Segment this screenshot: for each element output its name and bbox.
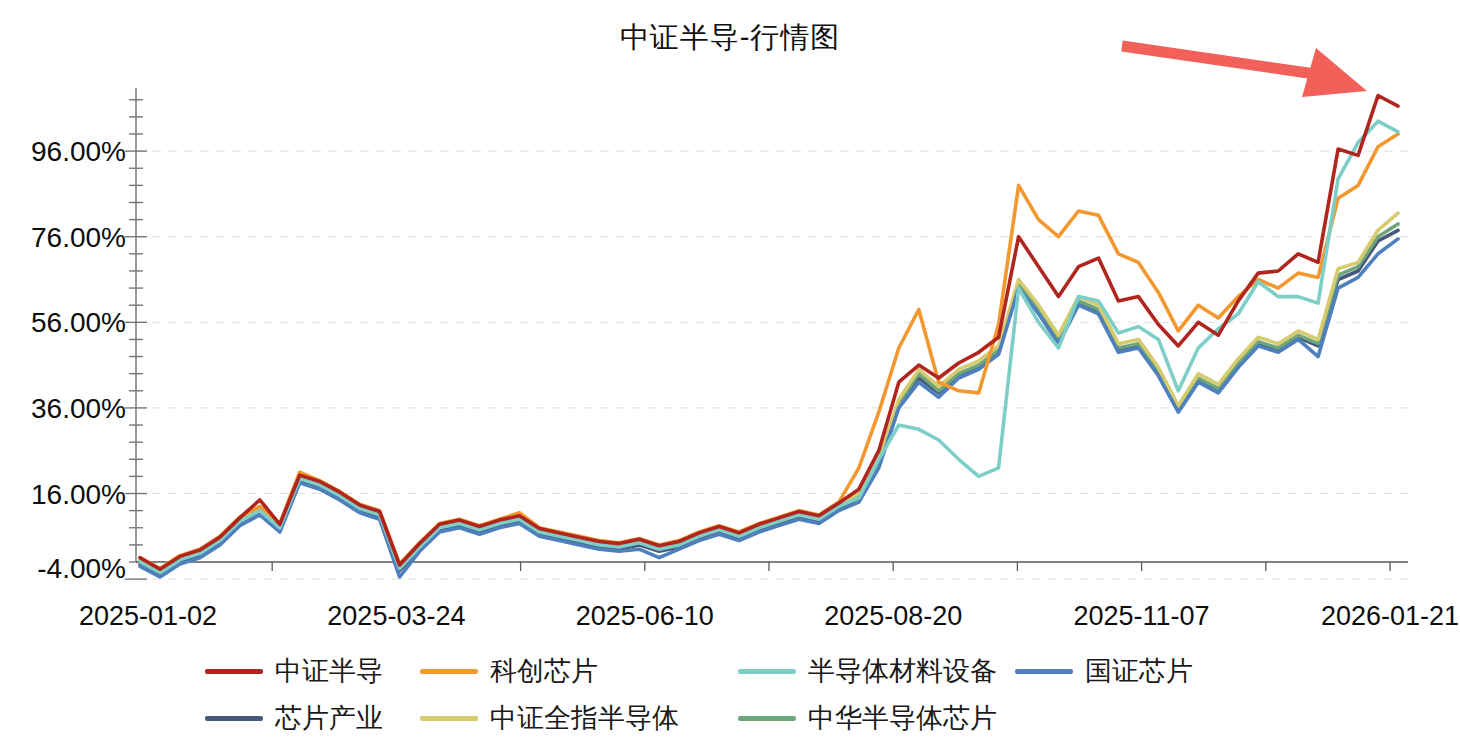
- legend-item-国证芯片: 国证芯片: [1015, 650, 1193, 692]
- legend-swatch: [738, 716, 796, 721]
- legend-item-中证全指半导体: 中证全指半导体: [420, 697, 679, 739]
- chart-canvas: -4.00% 16.00% 36.00% 56.00% 76.00% 96.00% 2025…: [0, 0, 1460, 742]
- legend-item-中华半导体芯片: 中华半导体芯片: [738, 697, 997, 739]
- series-line-半导体材料设备: [140, 121, 1398, 573]
- legend-swatch: [205, 669, 263, 674]
- legend-item-中证半导: 中证半导: [205, 650, 383, 692]
- y-axis-label: 16.00%: [31, 479, 126, 510]
- legend-label: 国证芯片: [1085, 653, 1193, 689]
- y-axis-label: -4.00%: [37, 553, 126, 584]
- series-line-科创芯片: [140, 134, 1398, 568]
- y-axis-label: 56.00%: [31, 307, 126, 338]
- legend-row-1: 中证半导 科创芯片 半导体材料设备 国证芯片: [0, 650, 1460, 692]
- legend-swatch: [738, 669, 796, 674]
- legend-label: 科创芯片: [490, 653, 598, 689]
- legend-swatch: [420, 716, 478, 721]
- legend-label: 芯片产业: [275, 700, 383, 736]
- legend-label: 半导体材料设备: [808, 653, 997, 689]
- y-axis-label: 96.00%: [31, 136, 126, 167]
- series-line-中证全指半导体: [140, 213, 1398, 570]
- legend-swatch: [205, 716, 263, 721]
- legend-item-科创芯片: 科创芯片: [420, 650, 598, 692]
- annotation-arrow-shaft: [1122, 46, 1315, 74]
- x-axis-label: 2025-06-10: [576, 601, 714, 631]
- series-line-中证半导: [140, 96, 1398, 570]
- y-axis-label: 36.00%: [31, 393, 126, 424]
- legend-row-2: 芯片产业 中证全指半导体 中华半导体芯片: [0, 697, 1460, 739]
- x-axis-label: 2025-03-24: [327, 601, 465, 631]
- legend-label: 中证半导: [275, 653, 383, 689]
- legend-swatch: [1015, 669, 1073, 674]
- y-axis-label: 76.00%: [31, 222, 126, 253]
- x-axis-label: 2025-08-20: [824, 601, 962, 631]
- annotation-arrow-head: [1302, 48, 1367, 97]
- legend-item-半导体材料设备: 半导体材料设备: [738, 650, 997, 692]
- x-axis-label: 2025-11-07: [1074, 601, 1210, 631]
- legend-swatch: [420, 669, 478, 674]
- x-axis-label: 2026-01-21: [1321, 601, 1459, 631]
- legend-item-芯片产业: 芯片产业: [205, 697, 383, 739]
- legend-label: 中华半导体芯片: [808, 700, 997, 736]
- legend-label: 中证全指半导体: [490, 700, 679, 736]
- x-axis-label: 2025-01-02: [79, 601, 217, 631]
- market-chart: 中证半导-行情图 -4.00%16.00%36.00%56.00%76.00%9…: [0, 0, 1460, 742]
